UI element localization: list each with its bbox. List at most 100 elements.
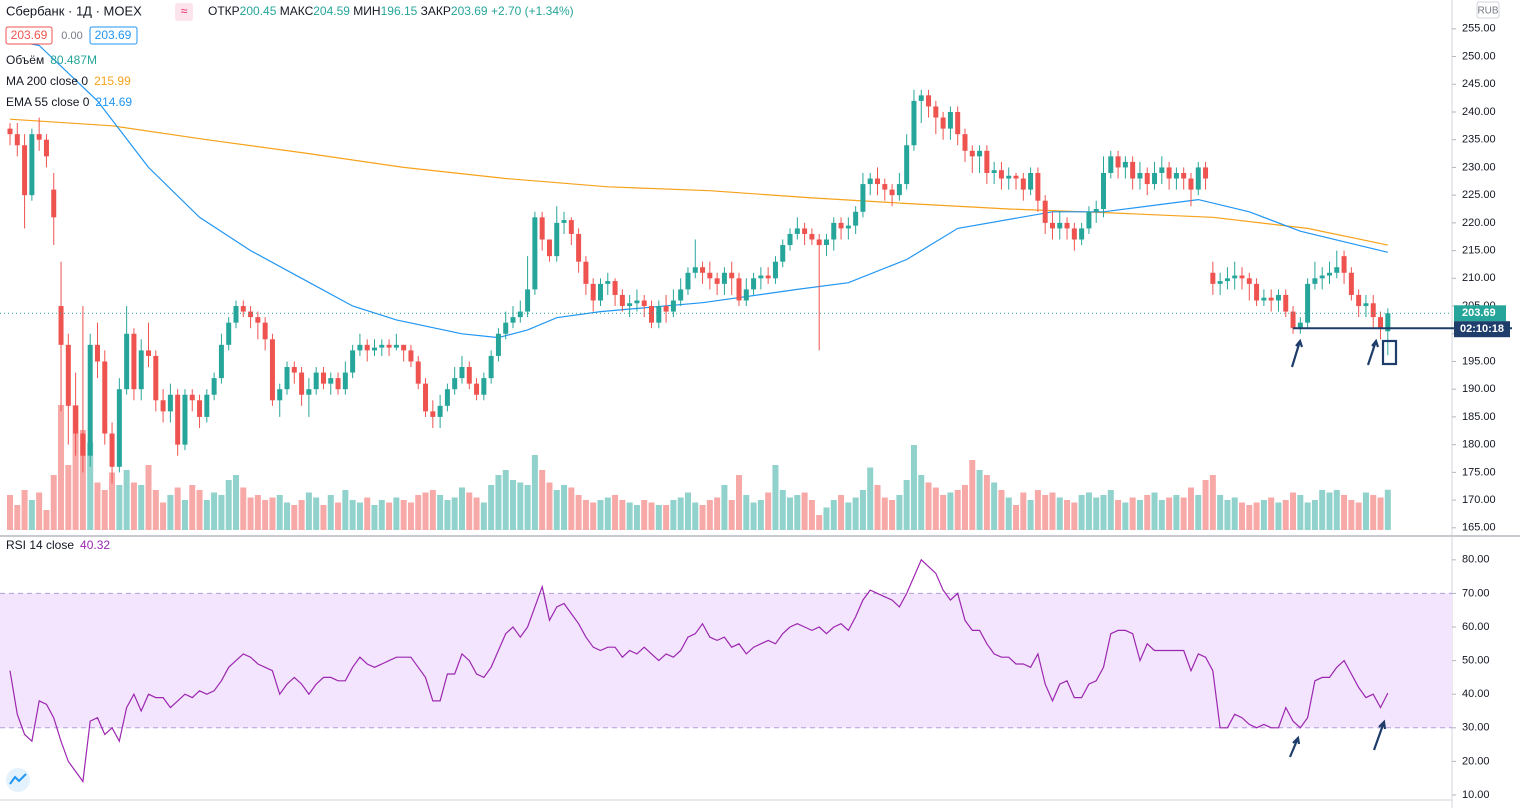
volume-bar xyxy=(218,495,225,530)
candle-body xyxy=(1210,272,1216,284)
candle-body xyxy=(1006,175,1012,179)
candle-body xyxy=(612,281,618,295)
legend-name: Объём xyxy=(6,53,44,67)
volume-bar xyxy=(1078,495,1085,530)
candle-body xyxy=(1035,172,1041,201)
candle-body xyxy=(619,294,625,307)
candle-body xyxy=(415,361,421,384)
candle-body xyxy=(729,272,735,279)
candle-body xyxy=(1261,297,1267,301)
candle-body xyxy=(495,333,501,356)
candle-body xyxy=(875,178,881,185)
volume-bar xyxy=(1253,502,1260,530)
volume-bar xyxy=(954,490,961,530)
volume-bar xyxy=(582,500,589,530)
volume-bar xyxy=(517,482,524,530)
candle-body xyxy=(313,372,319,390)
volume-bar xyxy=(415,495,422,530)
logo-mark[interactable] xyxy=(9,773,27,785)
volume-bar xyxy=(36,492,43,530)
bid-box[interactable] xyxy=(5,26,53,45)
volume-bar xyxy=(1384,489,1391,530)
volume-bar xyxy=(262,500,269,530)
bid[interactable]: 203.69 xyxy=(11,28,48,42)
candle-body xyxy=(663,306,669,312)
volume-bar xyxy=(1187,487,1194,530)
candle-body xyxy=(1268,297,1274,301)
candle-body xyxy=(1079,228,1085,240)
ohlc-label: МИН xyxy=(353,4,380,18)
candle-body xyxy=(1203,167,1209,179)
volume-bar xyxy=(816,515,823,530)
volume-bar xyxy=(458,487,465,530)
legend-name: EMA 55 close 0 xyxy=(6,95,90,109)
volume-bar xyxy=(1005,497,1012,530)
y-tick-label: 185.00 xyxy=(1462,411,1496,423)
currency[interactable]: RUB xyxy=(1477,6,1498,17)
candle-body xyxy=(736,278,742,301)
volume-bar xyxy=(692,502,699,530)
volume-bar xyxy=(568,487,575,530)
volume-bar xyxy=(1370,495,1377,530)
currency-box[interactable] xyxy=(1476,1,1500,19)
volume-bar xyxy=(1071,502,1078,530)
volume-bar xyxy=(940,495,947,530)
volume-bar xyxy=(488,485,495,530)
volume-bar xyxy=(14,505,21,530)
volume-bar xyxy=(859,490,866,530)
candle-body xyxy=(1071,228,1077,240)
candle-body xyxy=(43,139,49,157)
candle-body xyxy=(1254,283,1260,301)
candle-body xyxy=(167,394,173,412)
volume-bar xyxy=(240,487,247,530)
volume-bar xyxy=(1049,492,1056,530)
volume-bar xyxy=(160,502,167,530)
volume-bar xyxy=(1064,500,1071,530)
volume-bar xyxy=(918,475,925,530)
volume-bar xyxy=(130,482,137,530)
candle-body xyxy=(576,233,582,262)
ask[interactable]: 203.69 xyxy=(95,28,132,42)
volume-bar xyxy=(1326,492,1333,530)
y-tick-label: 180.00 xyxy=(1462,439,1496,451)
candle-body xyxy=(182,394,188,445)
volume-bar xyxy=(1231,497,1238,530)
legend-name: MA 200 close 0 xyxy=(6,74,88,88)
volume-bar xyxy=(1144,495,1151,530)
candle-body xyxy=(14,134,20,146)
candle-body xyxy=(933,106,939,118)
volume-bar xyxy=(677,497,684,530)
volume-bar xyxy=(1129,497,1136,530)
icon[interactable]: ≈ xyxy=(181,4,188,18)
candle-body xyxy=(1378,317,1384,329)
volume-bar xyxy=(903,480,910,530)
candle-body xyxy=(1334,267,1340,273)
volume-bar xyxy=(1107,490,1114,530)
candle-body xyxy=(597,283,603,301)
candle-body xyxy=(765,275,771,279)
candle-body xyxy=(787,233,793,246)
volume-bar xyxy=(269,497,276,530)
candle-body xyxy=(678,289,684,301)
volume-bar xyxy=(203,500,210,530)
volume-bar xyxy=(225,480,232,530)
candle-body xyxy=(1166,167,1172,179)
y-tick-label: 80.00 xyxy=(1462,554,1490,566)
ohlc-value: 200.45 xyxy=(240,4,277,18)
arrow xyxy=(1288,735,1301,758)
volume-bar xyxy=(1100,495,1107,530)
icon-box[interactable] xyxy=(175,3,193,21)
ask-box[interactable] xyxy=(89,26,138,45)
candle-body xyxy=(481,378,487,395)
volume-bar xyxy=(196,490,203,530)
volume-bar xyxy=(655,505,662,530)
volume-bar xyxy=(1151,492,1158,530)
candle-body xyxy=(1152,172,1158,185)
volume-bar xyxy=(1275,502,1282,530)
candle-body xyxy=(80,433,86,456)
volume-bar xyxy=(1268,497,1275,530)
candle-body xyxy=(255,317,261,323)
countdown-tag xyxy=(1454,321,1510,338)
volume-bar xyxy=(641,500,648,530)
volume-bar xyxy=(327,495,334,530)
